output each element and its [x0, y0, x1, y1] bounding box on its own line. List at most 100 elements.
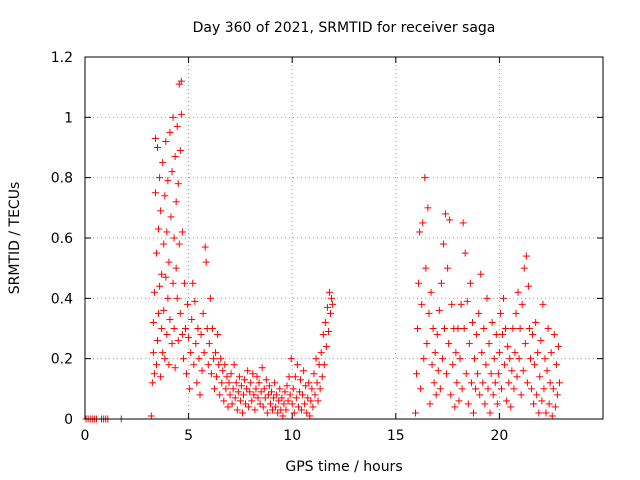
data-point [304, 394, 312, 402]
data-point [321, 318, 329, 326]
data-point [224, 403, 232, 411]
data-point [198, 367, 206, 375]
data-point [546, 379, 554, 387]
data-point [312, 355, 320, 363]
data-point [460, 325, 468, 332]
data-point [243, 385, 251, 393]
data-point [267, 388, 275, 396]
data-point [151, 134, 159, 142]
data-point [165, 361, 173, 369]
data-point [202, 258, 210, 266]
data-point [478, 349, 486, 357]
data-point [327, 309, 335, 317]
data-point [440, 325, 448, 332]
data-point [428, 361, 436, 369]
data-point [475, 309, 483, 317]
data-point [281, 388, 289, 396]
data-point [177, 110, 185, 118]
data-point [522, 252, 530, 260]
data-point [483, 294, 491, 302]
data-point [159, 159, 167, 167]
data-point [288, 400, 296, 408]
data-point [165, 258, 173, 266]
data-point [534, 349, 542, 357]
data-point [500, 294, 508, 302]
data-point [226, 391, 234, 399]
data-point [245, 403, 253, 411]
data-point [452, 349, 460, 357]
data-point [494, 370, 502, 378]
y-tick-label: 0 [64, 412, 73, 428]
data-point [484, 385, 492, 393]
data-point [147, 412, 155, 420]
data-point [299, 391, 307, 399]
data-point [150, 370, 158, 378]
data-point [154, 144, 162, 151]
data-point [246, 388, 254, 396]
data-point [477, 270, 485, 278]
data-point [497, 385, 505, 393]
data-point [204, 361, 212, 369]
data-point [247, 379, 255, 387]
data-point [260, 385, 268, 393]
data-point [532, 318, 540, 326]
data-point [160, 240, 168, 248]
data-point [173, 122, 181, 130]
data-point [152, 249, 160, 257]
data-point [323, 303, 331, 311]
data-point [269, 406, 277, 414]
data-point [507, 403, 515, 411]
data-point [417, 385, 425, 393]
data-point [310, 370, 318, 378]
data-point [512, 309, 520, 317]
data-point [270, 394, 278, 402]
data-point [221, 361, 229, 369]
data-point [458, 385, 466, 393]
data-point [240, 391, 248, 399]
data-point [292, 394, 300, 402]
data-point [508, 367, 516, 375]
data-point [413, 370, 421, 378]
data-point [515, 355, 523, 363]
data-point [470, 409, 477, 417]
data-point [524, 282, 532, 290]
data-point [549, 385, 557, 393]
data-point [285, 373, 293, 381]
data-point [309, 403, 317, 411]
data-point [454, 325, 462, 332]
data-point [328, 294, 336, 302]
data-point [472, 385, 480, 393]
data-point [157, 207, 165, 215]
data-point [464, 400, 472, 408]
data-point [313, 379, 321, 387]
data-point [553, 391, 561, 399]
data-point [320, 361, 328, 369]
data-point [317, 349, 325, 357]
data-point [443, 370, 451, 378]
data-point [291, 373, 299, 381]
data-point [149, 318, 157, 326]
data-point [423, 340, 431, 348]
data-point [540, 385, 548, 393]
data-point [411, 409, 419, 417]
data-point [163, 228, 171, 236]
data-point [179, 355, 187, 363]
data-point [298, 406, 306, 414]
data-point [520, 264, 528, 272]
data-point [479, 379, 487, 387]
data-point [501, 361, 509, 369]
data-point [514, 288, 522, 296]
data-point [300, 367, 308, 375]
data-point [510, 385, 518, 393]
data-point [149, 349, 157, 357]
data-point [191, 297, 199, 305]
y-tick-label: 0.2 [51, 352, 73, 368]
data-point [427, 288, 435, 296]
data-point [519, 367, 527, 375]
data-point [503, 397, 511, 405]
data-point [489, 391, 497, 399]
data-point [476, 391, 484, 399]
data-point [218, 379, 226, 387]
data-point [432, 391, 440, 399]
